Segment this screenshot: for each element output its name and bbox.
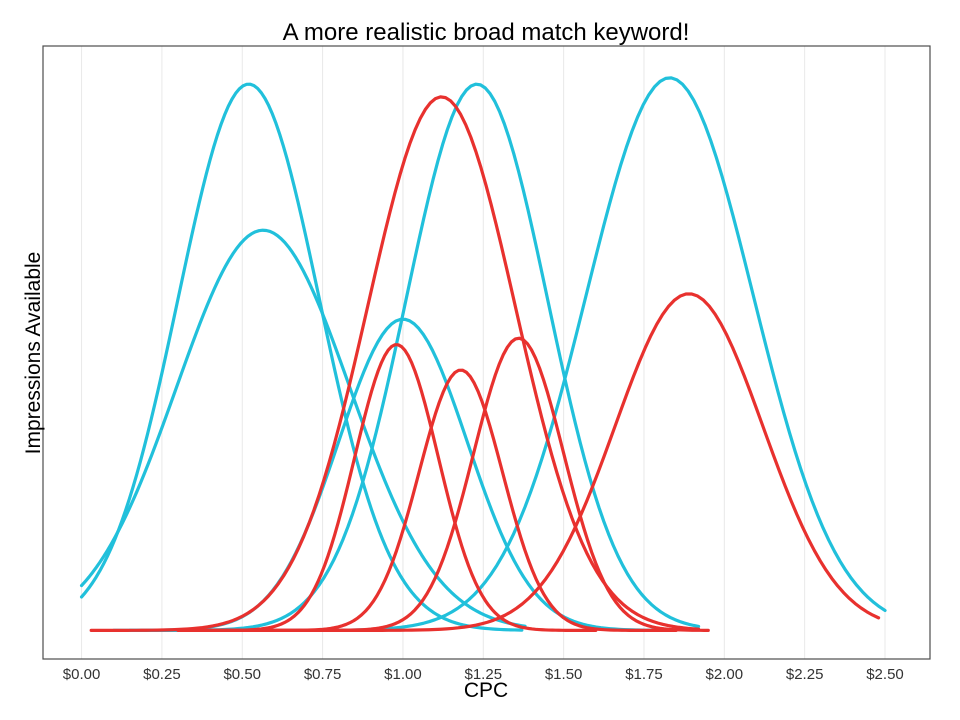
x-tick-label: $2.50 xyxy=(866,666,904,683)
x-axis-ticks: $0.00 $0.25 $0.50 $0.75 $1.00 $1.25 $1.50 $1.75… xyxy=(63,666,904,683)
x-tick-label: $1.00 xyxy=(384,666,422,683)
x-tick-label: $0.75 xyxy=(304,666,342,683)
x-axis-title: CPC xyxy=(464,679,508,702)
chart-title: A more realistic broad match keyword! xyxy=(283,19,690,46)
cyan-curve-1 xyxy=(79,82,524,632)
red-curve-10 xyxy=(176,292,881,633)
x-tick-label: $0.50 xyxy=(223,666,261,683)
x-tick-label: $2.00 xyxy=(706,666,744,683)
red-curve-8 xyxy=(208,368,678,633)
x-tick-label: $2.25 xyxy=(786,666,824,683)
cyan-curve-4 xyxy=(128,82,701,633)
x-tick-label: $1.50 xyxy=(545,666,583,683)
grid xyxy=(81,46,886,659)
red-curve-6 xyxy=(89,95,701,633)
plot-panel xyxy=(42,45,931,660)
cyan-curve-5 xyxy=(208,76,887,633)
y-axis-title: Impressions Available xyxy=(22,252,45,455)
cyan-curve-3 xyxy=(112,317,662,632)
x-tick-label: $0.25 xyxy=(143,666,181,683)
cyan-curve-2 xyxy=(79,228,527,628)
x-tick-label: $0.00 xyxy=(63,666,101,683)
curves xyxy=(79,76,887,633)
x-tick-label: $1.25 xyxy=(465,666,503,683)
x-tick-label: $1.75 xyxy=(625,666,663,683)
